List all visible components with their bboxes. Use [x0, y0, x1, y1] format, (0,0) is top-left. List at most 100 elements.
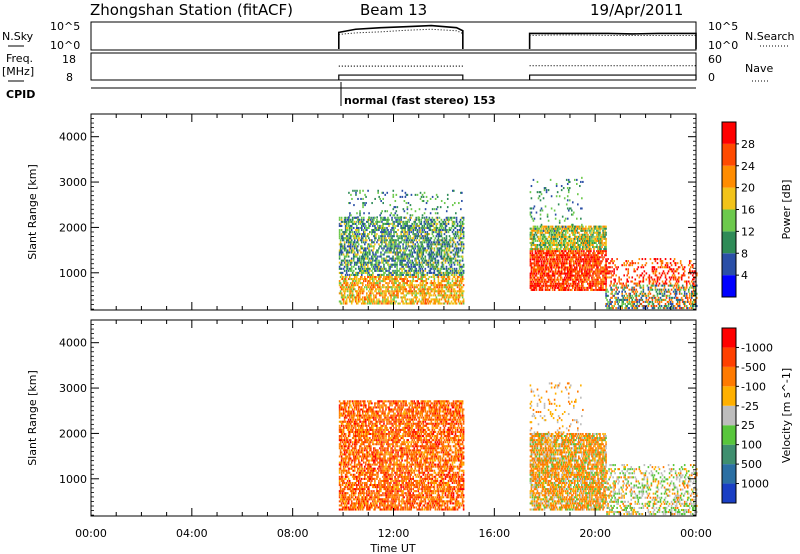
cell [534, 284, 537, 287]
cell [389, 265, 391, 268]
cell [396, 290, 398, 293]
cell [345, 284, 348, 287]
cell [570, 272, 573, 275]
cell [458, 237, 461, 240]
cell [546, 284, 549, 287]
cell [379, 267, 381, 270]
cell [393, 282, 395, 285]
cell [400, 261, 402, 264]
cell [450, 284, 453, 287]
cell [589, 252, 591, 255]
cell [431, 220, 434, 223]
cell [445, 286, 448, 289]
cell [460, 302, 463, 305]
cell [446, 271, 449, 274]
cell [342, 296, 345, 299]
cell [436, 255, 439, 258]
cell [371, 257, 373, 260]
cell [390, 271, 392, 274]
cell [397, 273, 399, 276]
cell [338, 229, 341, 232]
cell [451, 273, 454, 276]
cell [371, 278, 373, 281]
cell [356, 257, 359, 260]
cell [383, 218, 385, 221]
cell [392, 239, 394, 242]
cell [433, 229, 436, 232]
cell [530, 280, 533, 283]
cell [344, 255, 347, 258]
cell [590, 248, 592, 251]
cell [373, 280, 375, 283]
cell [394, 239, 396, 242]
cell [351, 271, 354, 274]
cell [384, 251, 386, 254]
cell [593, 266, 595, 269]
cell [449, 286, 452, 289]
cell [599, 264, 601, 267]
cell [340, 249, 343, 252]
cell [395, 245, 397, 248]
cell [457, 271, 460, 274]
cell [535, 243, 538, 247]
cell [610, 302, 612, 306]
cell [532, 241, 535, 244]
cell [431, 233, 434, 236]
cell [353, 273, 356, 276]
cell [458, 282, 461, 285]
cell [341, 239, 344, 242]
cell [421, 280, 424, 283]
cell [575, 282, 577, 285]
cell [437, 235, 440, 238]
cell [430, 251, 433, 254]
cell [557, 254, 560, 257]
cell [453, 247, 456, 250]
cell [435, 231, 438, 234]
cell [437, 278, 440, 281]
cell [439, 284, 442, 287]
cell [447, 282, 450, 285]
cell [372, 257, 374, 260]
cell [428, 288, 431, 291]
cell [557, 286, 560, 289]
cell [393, 247, 395, 250]
cell [549, 284, 552, 287]
cell [389, 249, 391, 252]
cell [339, 245, 342, 248]
cell [549, 280, 552, 283]
cell [422, 231, 425, 234]
cell [397, 269, 399, 272]
cell [455, 245, 458, 248]
cell [548, 239, 551, 242]
cell [428, 286, 431, 289]
cell [364, 261, 366, 264]
cell [453, 241, 456, 244]
cell [412, 247, 415, 250]
cell [357, 267, 360, 270]
cell [339, 275, 342, 279]
cell [531, 239, 534, 242]
cell [556, 237, 559, 240]
cell [449, 292, 452, 295]
cell [401, 263, 403, 266]
cell [399, 216, 402, 219]
cell [461, 259, 464, 262]
cell [560, 268, 563, 271]
cell [362, 261, 365, 264]
cell [339, 247, 342, 250]
cell [405, 271, 407, 274]
cell [388, 273, 390, 276]
cell [556, 229, 559, 232]
cell [530, 243, 533, 247]
cell [371, 265, 373, 268]
cell [587, 233, 589, 236]
cell [404, 216, 406, 219]
cell [548, 250, 551, 253]
cell [555, 258, 558, 261]
cell [409, 214, 412, 217]
cell [458, 273, 461, 276]
cell [613, 272, 615, 275]
cell [432, 231, 435, 234]
cell [384, 239, 386, 242]
cell [377, 300, 379, 303]
